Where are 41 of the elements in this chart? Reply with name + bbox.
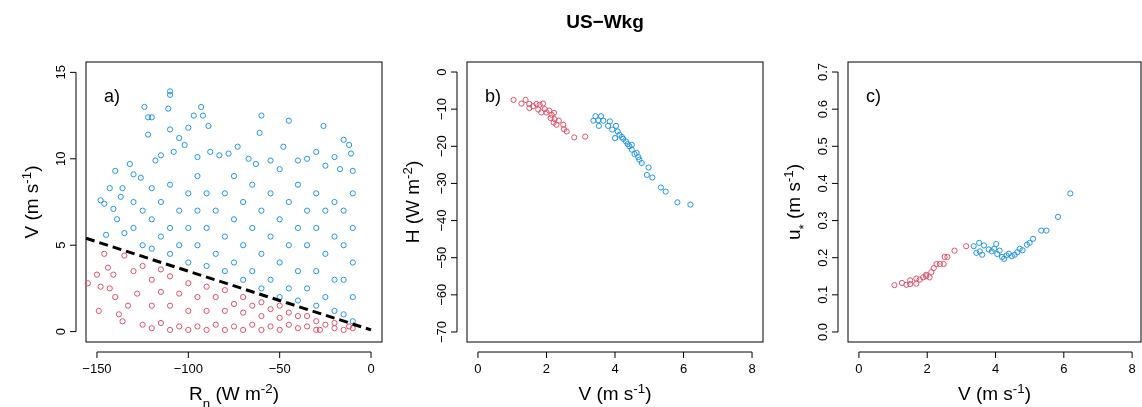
x-tick-label: 0 <box>474 361 482 376</box>
y-tick-label: 0.1 <box>815 285 830 304</box>
x-tick-label: −100 <box>173 361 203 376</box>
x-tick-label: 4 <box>611 361 619 376</box>
chart-title: US−Wkg <box>566 11 644 32</box>
y-tick-label: 5 <box>53 241 68 249</box>
y-tick-label: 0.6 <box>815 100 830 119</box>
y-tick-label: 0 <box>53 328 68 336</box>
y-tick-label: 0.7 <box>815 62 830 82</box>
x-tick-label: 8 <box>748 361 756 376</box>
x-tick-label: −150 <box>82 361 112 376</box>
y-tick-label: 0.4 <box>815 174 830 193</box>
x-axis-title: R$_{n}$ (W m$^{-2}$) <box>189 380 279 407</box>
x-tick-label: 8 <box>1128 361 1136 376</box>
y-tick-label: 0.2 <box>815 248 830 267</box>
y-tick-label: 15 <box>53 65 68 80</box>
y-tick-label: 10 <box>53 151 68 167</box>
x-tick-label: −50 <box>268 361 291 376</box>
annotation: a) <box>104 86 121 106</box>
y-tick-label: 0.3 <box>815 211 830 230</box>
y-tick-label: −60 <box>434 283 449 306</box>
annotation: c) <box>866 86 881 106</box>
y-tick-label: 0.5 <box>815 137 830 156</box>
x-tick-label: 6 <box>679 361 688 376</box>
y-tick-label: −50 <box>434 246 449 269</box>
x-tick-label: 2 <box>923 361 931 376</box>
x-tick-label: 4 <box>991 361 1000 376</box>
y-tick-label: −40 <box>434 209 449 232</box>
y-tick-label: 0 <box>434 68 449 76</box>
y-tick-label: −30 <box>434 172 449 195</box>
y-tick-label: −70 <box>434 320 449 343</box>
x-axis-title: V (m s$^{-1}$) <box>957 380 1032 404</box>
y-tick-label: 0.0 <box>815 322 830 342</box>
annotation: b) <box>485 86 502 106</box>
x-tick-label: 2 <box>542 361 551 376</box>
y-tick-label: −10 <box>434 98 449 121</box>
x-tick-label: 6 <box>1060 361 1068 376</box>
x-axis-title: V (m s$^{-1}$) <box>578 380 652 404</box>
y-tick-label: −20 <box>434 135 449 158</box>
x-tick-label: 0 <box>855 361 863 376</box>
x-tick-label: 0 <box>367 361 375 376</box>
